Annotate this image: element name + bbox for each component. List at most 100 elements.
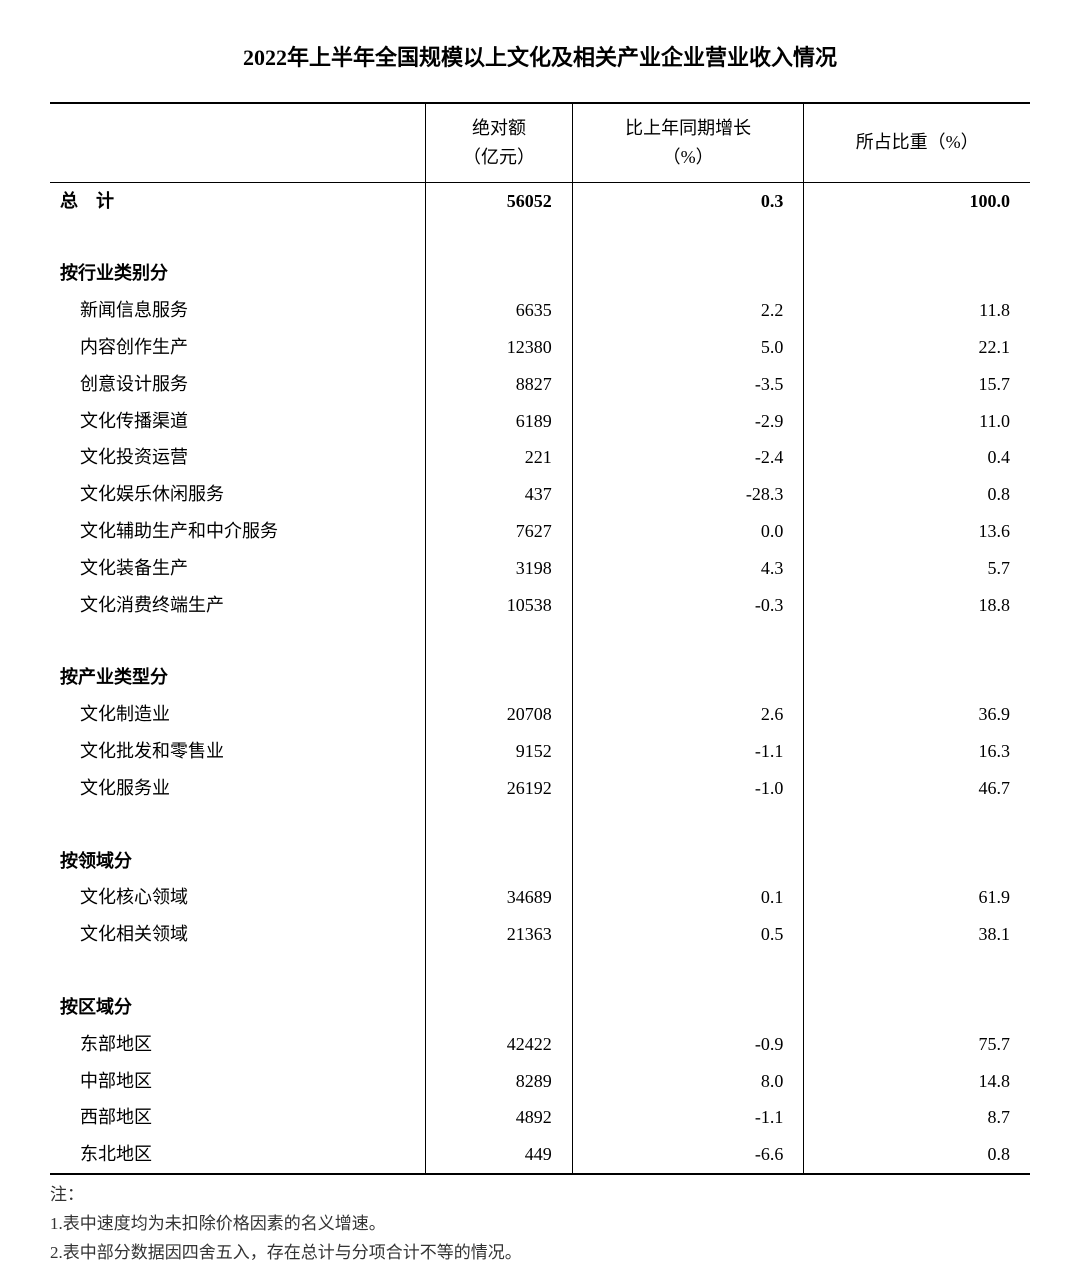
table-row: 文化核心领域346890.161.9: [50, 879, 1030, 916]
row-label: 按产业类型分: [50, 645, 426, 696]
row-share: 36.9: [804, 696, 1030, 733]
table-row: 中部地区82898.014.8: [50, 1063, 1030, 1100]
data-table-container: 绝对额 （亿元） 比上年同期增长 （%） 所占比重（%） 总 计560520.3…: [50, 102, 1030, 1175]
row-share: 14.8: [804, 1063, 1030, 1100]
row-amount: 26192: [426, 770, 573, 807]
row-label: 文化传播渠道: [50, 403, 426, 440]
row-amount: 34689: [426, 879, 573, 916]
total-row: 总 计560520.3100.0: [50, 182, 1030, 219]
row-growth: -6.6: [572, 1136, 804, 1174]
row-amount: 4892: [426, 1099, 573, 1136]
table-row: 文化装备生产31984.35.7: [50, 550, 1030, 587]
row-label: 新闻信息服务: [50, 292, 426, 329]
row-amount: 6189: [426, 403, 573, 440]
row-growth: 8.0: [572, 1063, 804, 1100]
col-header-growth: 比上年同期增长 （%）: [572, 103, 804, 182]
row-amount: 6635: [426, 292, 573, 329]
table-row: 创意设计服务8827-3.515.7: [50, 366, 1030, 403]
row-label: 内容创作生产: [50, 329, 426, 366]
table-row: 文化娱乐休闲服务437-28.30.8: [50, 476, 1030, 513]
row-growth: -28.3: [572, 476, 804, 513]
row-amount: 21363: [426, 916, 573, 953]
row-share: 15.7: [804, 366, 1030, 403]
row-growth: 2.6: [572, 696, 804, 733]
row-label: 按领域分: [50, 829, 426, 880]
row-amount: 56052: [426, 182, 573, 219]
section-header-row: 按区域分: [50, 975, 1030, 1026]
row-share: 46.7: [804, 770, 1030, 807]
row-amount: 12380: [426, 329, 573, 366]
row-amount: 42422: [426, 1026, 573, 1063]
row-growth: [572, 241, 804, 292]
row-share: [804, 829, 1030, 880]
table-row: 新闻信息服务66352.211.8: [50, 292, 1030, 329]
col-header-amount: 绝对额 （亿元）: [426, 103, 573, 182]
row-amount: 221: [426, 439, 573, 476]
row-growth: 0.3: [572, 182, 804, 219]
row-label: 文化装备生产: [50, 550, 426, 587]
row-label: 文化娱乐休闲服务: [50, 476, 426, 513]
row-label: 中部地区: [50, 1063, 426, 1100]
row-share: 5.7: [804, 550, 1030, 587]
row-label: 文化核心领域: [50, 879, 426, 916]
row-label: 文化相关领域: [50, 916, 426, 953]
table-row: 文化传播渠道6189-2.911.0: [50, 403, 1030, 440]
row-amount: 8827: [426, 366, 573, 403]
row-label: 文化服务业: [50, 770, 426, 807]
row-label: 创意设计服务: [50, 366, 426, 403]
row-growth: [572, 829, 804, 880]
row-growth: -3.5: [572, 366, 804, 403]
row-label: 文化投资运营: [50, 439, 426, 476]
row-share: [804, 645, 1030, 696]
row-amount: 3198: [426, 550, 573, 587]
row-growth: [572, 975, 804, 1026]
table-row: 文化批发和零售业9152-1.116.3: [50, 733, 1030, 770]
row-growth: 0.1: [572, 879, 804, 916]
row-share: 22.1: [804, 329, 1030, 366]
row-growth: -0.3: [572, 587, 804, 624]
row-amount: 8289: [426, 1063, 573, 1100]
section-header-row: 按产业类型分: [50, 645, 1030, 696]
footnote-item: 1.表中速度均为未扣除价格因素的名义增速。: [50, 1210, 1030, 1237]
row-amount: [426, 829, 573, 880]
row-label: 东部地区: [50, 1026, 426, 1063]
table-row: 内容创作生产123805.022.1: [50, 329, 1030, 366]
row-share: 38.1: [804, 916, 1030, 953]
row-share: 61.9: [804, 879, 1030, 916]
table-row: 东部地区42422-0.975.7: [50, 1026, 1030, 1063]
page-title: 2022年上半年全国规模以上文化及相关产业企业营业收入情况: [50, 40, 1030, 72]
row-growth: 4.3: [572, 550, 804, 587]
row-label: 东北地区: [50, 1136, 426, 1174]
row-growth: -1.0: [572, 770, 804, 807]
row-amount: 449: [426, 1136, 573, 1174]
row-share: 8.7: [804, 1099, 1030, 1136]
table-row: 文化相关领域213630.538.1: [50, 916, 1030, 953]
row-amount: [426, 241, 573, 292]
row-label: 文化制造业: [50, 696, 426, 733]
row-label: 按行业类别分: [50, 241, 426, 292]
row-growth: 0.0: [572, 513, 804, 550]
row-share: 13.6: [804, 513, 1030, 550]
footnotes: 注： 1.表中速度均为未扣除价格因素的名义增速。 2.表中部分数据因四舍五入，存…: [50, 1181, 1030, 1266]
row-share: 11.0: [804, 403, 1030, 440]
row-growth: -1.1: [572, 733, 804, 770]
table-row: 东北地区449-6.60.8: [50, 1136, 1030, 1174]
table-row: 文化投资运营221-2.40.4: [50, 439, 1030, 476]
row-label: 总 计: [50, 182, 426, 219]
footnote-header: 注：: [50, 1181, 1030, 1208]
table-row: 文化服务业26192-1.046.7: [50, 770, 1030, 807]
row-share: 75.7: [804, 1026, 1030, 1063]
row-share: [804, 975, 1030, 1026]
row-growth: -2.4: [572, 439, 804, 476]
row-share: 11.8: [804, 292, 1030, 329]
col-header-label: [50, 103, 426, 182]
row-amount: 10538: [426, 587, 573, 624]
row-share: 0.8: [804, 1136, 1030, 1174]
spacer-row: [50, 807, 1030, 829]
row-amount: [426, 645, 573, 696]
table-row: 文化辅助生产和中介服务76270.013.6: [50, 513, 1030, 550]
row-share: 0.8: [804, 476, 1030, 513]
table-row: 西部地区4892-1.18.7: [50, 1099, 1030, 1136]
row-label: 文化消费终端生产: [50, 587, 426, 624]
footnote-item: 2.表中部分数据因四舍五入，存在总计与分项合计不等的情况。: [50, 1239, 1030, 1266]
